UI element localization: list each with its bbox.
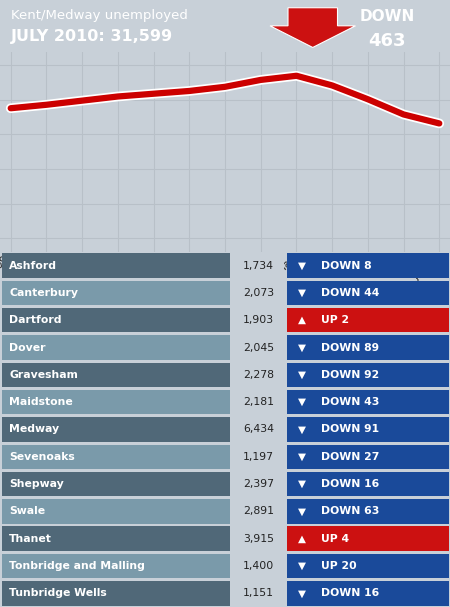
Bar (232, 362, 284, 387)
Bar (2, 472, 230, 497)
Polygon shape (270, 8, 356, 47)
Text: Swale: Swale (9, 506, 45, 517)
Bar (287, 472, 449, 497)
Bar (2, 444, 230, 469)
Bar (287, 335, 449, 360)
Text: Thanet: Thanet (9, 534, 52, 544)
Text: UP 20: UP 20 (321, 561, 356, 571)
Bar (2, 308, 230, 333)
Bar (2, 526, 230, 551)
Text: ▼: ▼ (298, 370, 306, 380)
Text: DOWN 89: DOWN 89 (321, 342, 379, 353)
Text: Canterbury: Canterbury (9, 288, 78, 298)
Text: ▼: ▼ (298, 506, 306, 517)
Text: 1,734: 1,734 (243, 260, 274, 271)
Bar (2, 335, 230, 360)
Bar (232, 390, 284, 415)
Bar (287, 444, 449, 469)
Bar (287, 417, 449, 442)
Bar (2, 362, 230, 387)
Text: ▼: ▼ (298, 342, 306, 353)
Text: DOWN 16: DOWN 16 (321, 588, 379, 599)
Text: Shepway: Shepway (9, 479, 64, 489)
Text: DOWN 92: DOWN 92 (321, 370, 379, 380)
Bar (232, 280, 284, 305)
Text: DOWN 8: DOWN 8 (321, 260, 371, 271)
Text: 2,891: 2,891 (243, 506, 274, 517)
Bar (232, 472, 284, 497)
Text: Tunbridge Wells: Tunbridge Wells (9, 588, 107, 599)
Bar (287, 362, 449, 387)
Text: DOWN: DOWN (360, 9, 414, 24)
Text: ▼: ▼ (298, 561, 306, 571)
Text: DOWN 16: DOWN 16 (321, 479, 379, 489)
Text: 2,181: 2,181 (243, 397, 274, 407)
Text: ▼: ▼ (298, 397, 306, 407)
Text: Maidstone: Maidstone (9, 397, 73, 407)
Bar (287, 499, 449, 524)
Text: 1,151: 1,151 (243, 588, 274, 599)
Bar (2, 554, 230, 578)
Text: UP 4: UP 4 (321, 534, 349, 544)
Text: DOWN 44: DOWN 44 (321, 288, 379, 298)
Text: Sevenoaks: Sevenoaks (9, 452, 75, 462)
Bar (232, 581, 284, 606)
Bar (2, 280, 230, 305)
Bar (287, 390, 449, 415)
Bar (287, 554, 449, 578)
Text: DOWN 43: DOWN 43 (321, 397, 379, 407)
Bar (287, 253, 449, 278)
Text: ▼: ▼ (298, 479, 306, 489)
Text: DOWN 91: DOWN 91 (321, 424, 379, 435)
Text: 2,278: 2,278 (243, 370, 274, 380)
Text: ▲: ▲ (298, 315, 306, 325)
Bar (232, 253, 284, 278)
Bar (232, 554, 284, 578)
Bar (287, 280, 449, 305)
Bar (232, 308, 284, 333)
Text: 463: 463 (368, 32, 406, 50)
Bar (232, 499, 284, 524)
Text: Tonbridge and Malling: Tonbridge and Malling (9, 561, 145, 571)
Bar (2, 253, 230, 278)
Text: ▼: ▼ (298, 452, 306, 462)
Text: 6,434: 6,434 (243, 424, 274, 435)
Text: 1,400: 1,400 (243, 561, 274, 571)
Text: ▼: ▼ (298, 260, 306, 271)
Bar (232, 335, 284, 360)
Text: UP 2: UP 2 (321, 315, 349, 325)
Text: DOWN 63: DOWN 63 (321, 506, 379, 517)
Text: 1,197: 1,197 (243, 452, 274, 462)
Text: Ashford: Ashford (9, 260, 57, 271)
Text: Gravesham: Gravesham (9, 370, 78, 380)
Text: Dover: Dover (9, 342, 45, 353)
Text: 1,903: 1,903 (243, 315, 274, 325)
Text: 2,073: 2,073 (243, 288, 274, 298)
Bar (232, 526, 284, 551)
Text: Dartford: Dartford (9, 315, 62, 325)
Bar (2, 390, 230, 415)
Bar (287, 526, 449, 551)
Bar (2, 581, 230, 606)
Bar (232, 444, 284, 469)
Text: DOWN 27: DOWN 27 (321, 452, 379, 462)
Text: 3,915: 3,915 (243, 534, 274, 544)
Text: Kent/Medway unemployed: Kent/Medway unemployed (11, 9, 188, 22)
Text: Medway: Medway (9, 424, 59, 435)
Text: ▼: ▼ (298, 424, 306, 435)
Text: ▼: ▼ (298, 588, 306, 599)
Text: JULY 2010: 31,599: JULY 2010: 31,599 (11, 29, 173, 44)
Bar (2, 499, 230, 524)
Text: ▲: ▲ (298, 534, 306, 544)
Bar (287, 581, 449, 606)
Bar (2, 417, 230, 442)
Bar (287, 308, 449, 333)
Bar (232, 417, 284, 442)
Text: ▼: ▼ (298, 288, 306, 298)
Text: 2,045: 2,045 (243, 342, 274, 353)
Text: 2,397: 2,397 (243, 479, 274, 489)
